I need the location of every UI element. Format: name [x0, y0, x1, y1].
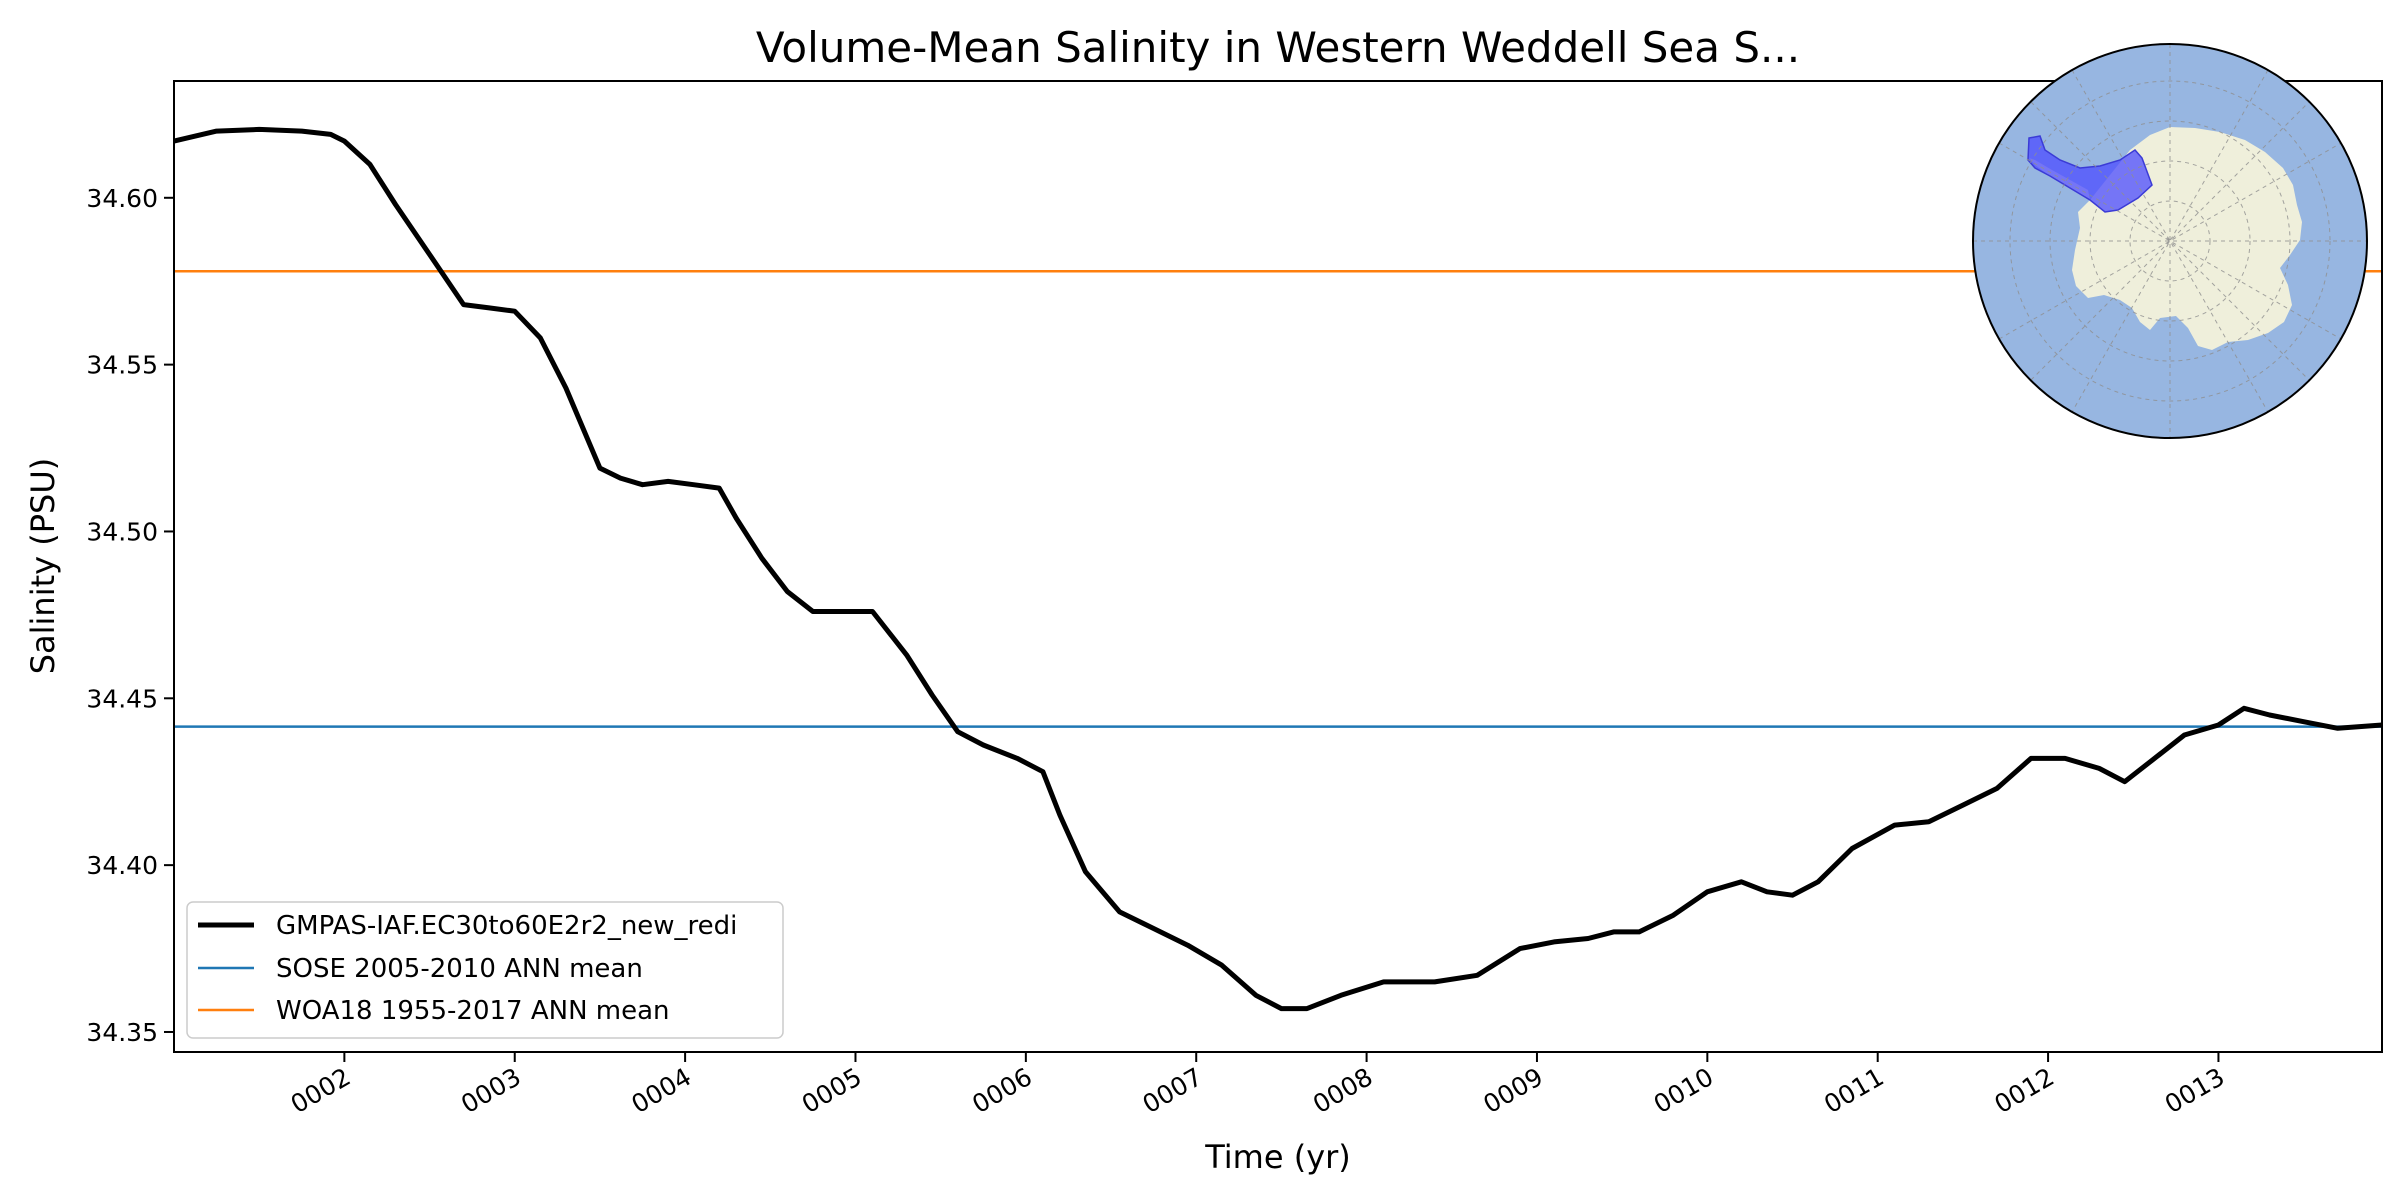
- y-tick-label: 34.50: [86, 517, 158, 546]
- x-tick-label: 0008: [1308, 1062, 1378, 1119]
- y-axis-label: Salinity (PSU): [24, 458, 62, 675]
- weddell-region-highlight: [2027, 135, 2153, 213]
- antarctica-inset-map: [1972, 43, 2368, 439]
- x-tick-label: 0005: [797, 1062, 867, 1119]
- x-tick-label: 0006: [967, 1062, 1037, 1119]
- x-axis-label: Time (yr): [1204, 1138, 1351, 1176]
- series-line-model: [174, 126, 2382, 1012]
- map-outline: [1972, 43, 2368, 439]
- x-tick-label: 0003: [456, 1062, 526, 1119]
- x-tick-label: 0007: [1138, 1062, 1208, 1119]
- y-tick-label: 34.60: [86, 184, 158, 213]
- legend-label-sose: SOSE 2005-2010 ANN mean: [276, 954, 643, 984]
- legend-label-model: GMPAS-IAF.EC30to60E2r2_new_redi: [276, 911, 737, 941]
- plot-frame: [173, 80, 2383, 1053]
- x-tick-label: 0011: [1819, 1062, 1889, 1119]
- legend: GMPAS-IAF.EC30to60E2r2_new_redi SOSE 200…: [186, 901, 784, 1039]
- x-axis-ticks: 0002 0003 0004 0005 0006 0007 0008 0009 0010 0011…: [286, 1052, 2230, 1119]
- x-tick-label: 0002: [286, 1062, 356, 1119]
- chart-title: Volume-Mean Salinity in Western Weddell …: [756, 23, 1800, 72]
- x-tick-label: 0012: [1989, 1062, 2059, 1119]
- y-axis-ticks: 34.35 34.40 34.45 34.50 34.55 34.60: [86, 184, 174, 1047]
- y-tick-label: 34.40: [86, 851, 158, 880]
- x-tick-label: 0004: [627, 1062, 697, 1119]
- y-tick-label: 34.35: [86, 1018, 158, 1047]
- y-tick-label: 34.55: [86, 351, 158, 380]
- x-tick-label: 0013: [2160, 1062, 2230, 1119]
- graticule: [1973, 44, 2367, 438]
- x-tick-label: 0009: [1478, 1062, 1548, 1119]
- x-tick-label: 0010: [1649, 1062, 1719, 1119]
- legend-label-woa: WOA18 1955-2017 ANN mean: [276, 996, 670, 1026]
- y-tick-label: 34.45: [86, 684, 158, 713]
- legend-box: [186, 901, 784, 1039]
